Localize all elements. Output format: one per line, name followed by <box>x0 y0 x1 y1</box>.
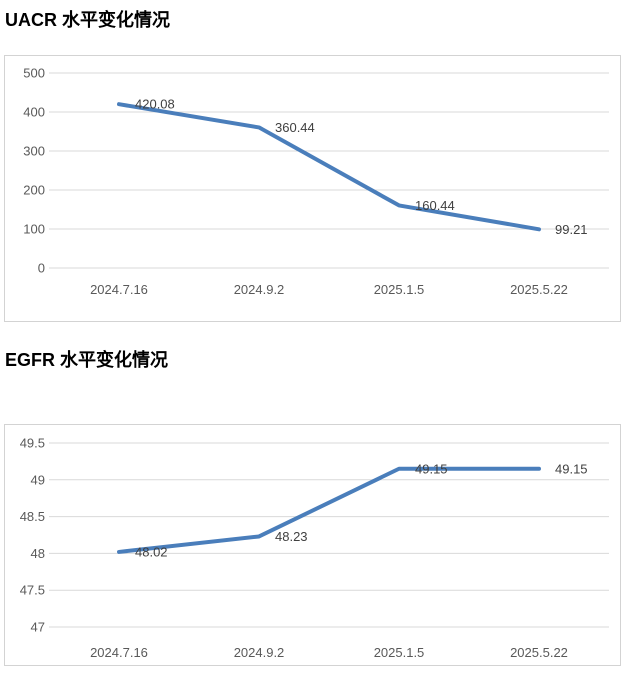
uacr-chart-container: 0 100 200 300 400 500 2024.7.16 2024.9.2 2025.1.… <box>4 55 621 322</box>
egfr-chart-container: 47 47.5 48 48.5 49 49.5 2024.7.16 2024.9.2 2025.… <box>4 424 621 666</box>
uacr-chart-title: UACR 水平变化情况 <box>5 10 170 30</box>
y-axis-tick-label: 400 <box>23 105 45 120</box>
x-axis-tick-label: 2024.7.16 <box>90 282 148 297</box>
x-axis-tick-label: 2025.1.5 <box>374 282 425 297</box>
egfr-chart-canvas: 47 47.5 48 48.5 49 49.5 2024.7.16 2024.9.2 2025.… <box>20 436 609 660</box>
y-axis-tick-label: 100 <box>23 222 45 237</box>
x-axis-tick-label: 2024.9.2 <box>234 645 285 660</box>
page: UACR 水平变化情况 0 100 200 300 400 500 2024.7.16 202… <box>0 8 636 666</box>
y-axis-tick-label: 48.5 <box>20 509 45 524</box>
x-axis-tick-label: 2025.5.22 <box>510 282 568 297</box>
egfr-chart-title: EGFR 水平变化情况 <box>5 350 169 370</box>
x-axis-tick-label: 2025.5.22 <box>510 645 568 660</box>
data-point-label: 160.44 <box>415 198 455 213</box>
data-point-label: 99.21 <box>555 222 588 237</box>
y-axis-tick-label: 47 <box>31 620 45 635</box>
data-point-label: 49.15 <box>415 461 448 476</box>
data-point-label: 48.02 <box>135 544 168 559</box>
x-axis-tick-label: 2024.9.2 <box>234 282 285 297</box>
y-axis-tick-label: 500 <box>23 66 45 81</box>
x-axis-tick-label: 2024.7.16 <box>90 645 148 660</box>
y-axis-tick-label: 48 <box>31 546 45 561</box>
data-point-label: 48.23 <box>275 529 308 544</box>
y-axis-tick-label: 200 <box>23 183 45 198</box>
data-point-label: 360.44 <box>275 120 315 135</box>
series-line <box>117 466 541 554</box>
y-axis-tick-label: 300 <box>23 144 45 159</box>
data-point-label: 420.08 <box>135 97 175 112</box>
data-point-label: 49.15 <box>555 461 588 476</box>
x-axis-tick-label: 2025.1.5 <box>374 645 425 660</box>
y-axis-tick-label: 49 <box>31 472 45 487</box>
y-axis-tick-label: 47.5 <box>20 583 45 598</box>
y-axis-tick-label: 0 <box>38 261 45 276</box>
uacr-chart-canvas: 0 100 200 300 400 500 2024.7.16 2024.9.2 2025.1.… <box>23 66 609 297</box>
series-line <box>117 102 541 232</box>
y-axis-tick-label: 49.5 <box>20 436 45 451</box>
